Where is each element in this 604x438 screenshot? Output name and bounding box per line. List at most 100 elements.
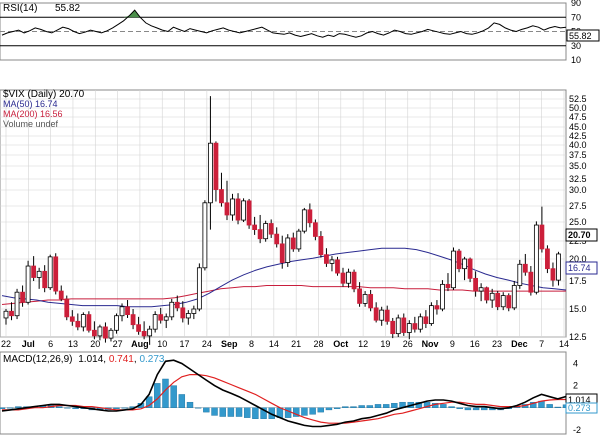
candle-body xyxy=(147,328,153,337)
rsi-title: RSI(14) xyxy=(3,3,37,14)
x-tick-label: 17 xyxy=(180,339,190,349)
candle-body xyxy=(478,287,484,292)
candle-body xyxy=(14,291,20,317)
macd-histogram-bar xyxy=(15,406,22,408)
price-x-ticks: 22 Jul 6 13 20 27 Aug 10 17 24 Sep 8 14 21 28 Oct 12 19 26… xyxy=(1,339,569,349)
macd-histogram-bar xyxy=(235,407,243,417)
candle-body xyxy=(64,298,70,318)
candle-body xyxy=(130,314,136,326)
candle-body xyxy=(86,314,92,331)
rsi-line xyxy=(1,9,567,38)
x-tick-label: 19 xyxy=(380,339,390,349)
candle-body xyxy=(180,307,186,319)
macd-histogram-bar xyxy=(121,407,128,409)
macd-histogram-bar xyxy=(301,407,308,416)
rsi-tick-label: 70 xyxy=(571,12,581,22)
x-tick-label: 22 xyxy=(1,339,11,349)
candle-body xyxy=(230,198,235,216)
macd-histogram-bar xyxy=(554,406,562,408)
price-tick-label: 52.5 xyxy=(569,94,587,104)
macd-histogram-bar xyxy=(464,407,472,411)
macd-histogram-bar xyxy=(350,406,357,408)
x-tick-label: Nov xyxy=(422,339,439,349)
candle-body xyxy=(368,294,374,309)
signal-line xyxy=(2,374,566,424)
x-tick-label: Dec xyxy=(511,339,528,349)
legend-volume: Volume undef xyxy=(3,119,59,129)
ma200-line xyxy=(1,285,566,305)
candle-body xyxy=(340,272,346,284)
x-tick-label: 21 xyxy=(291,339,301,349)
macd-histogram-bar xyxy=(325,407,333,411)
price-tick-label: 27.5 xyxy=(569,201,587,211)
candle-body xyxy=(495,292,501,308)
macd-histogram-bar xyxy=(546,404,553,408)
price-tick-label: 20.0 xyxy=(569,254,587,264)
candle-body xyxy=(285,237,291,263)
x-tick-label: 7 xyxy=(539,339,544,349)
ma50-marker-text: 16.74 xyxy=(568,263,591,273)
macd-title: MACD(12,26,9) 1.014, 0.741, 0.273 xyxy=(3,354,165,365)
candle-body xyxy=(257,229,263,240)
candle-body xyxy=(384,309,390,322)
rsi-marker-text: 55.82 xyxy=(569,31,592,41)
macd-histogram-bar xyxy=(178,394,186,408)
macd-histogram-bar xyxy=(211,407,218,416)
candle-body xyxy=(47,256,53,289)
candle-body xyxy=(318,236,324,256)
macd-histogram-bar xyxy=(317,407,324,413)
macd-histogram-bar xyxy=(440,404,447,408)
candle-body xyxy=(290,237,296,250)
macd-histogram-bar xyxy=(448,406,455,408)
candle-body xyxy=(174,301,180,309)
macd-histogram-bar xyxy=(203,407,210,413)
candle-body xyxy=(329,259,335,264)
price-panel: 52.550.047.545.042.540.037.535.0 32.530.0… xyxy=(0,89,598,349)
candle-body xyxy=(312,222,318,237)
price-tick-label: 40.0 xyxy=(569,140,587,150)
x-tick-label: 27 xyxy=(113,339,123,349)
candle-body xyxy=(191,308,197,314)
price-y-ticks: 52.550.047.545.042.540.037.535.0 32.530.0… xyxy=(569,94,587,342)
price-tick-label: 37.5 xyxy=(569,150,587,160)
macd-histogram-bar xyxy=(113,407,120,410)
candle-body xyxy=(274,233,280,245)
price-tick-label: 42.5 xyxy=(569,131,587,141)
x-tick-label: 14 xyxy=(269,339,279,349)
candle-body xyxy=(31,265,37,278)
candle-body xyxy=(434,305,440,310)
price-tick-label: 30.0 xyxy=(569,185,587,195)
candle-body xyxy=(91,329,97,337)
candle-body xyxy=(36,270,42,278)
candle-body xyxy=(3,310,9,319)
price-tick-label: 17.5 xyxy=(569,276,587,286)
price-tick-label: 25.0 xyxy=(569,217,587,227)
price-tick-label: 32.5 xyxy=(569,174,587,184)
rsi-tick-label: 10 xyxy=(571,55,581,65)
candle-body xyxy=(20,291,25,303)
x-tick-label: 23 xyxy=(492,339,502,349)
candle-body xyxy=(125,306,130,316)
x-tick-label: Sep xyxy=(221,339,238,349)
legend-ma200: MA(200) 16.56 xyxy=(3,109,63,119)
macd-histogram-bar xyxy=(481,407,488,411)
x-tick-label: 9 xyxy=(450,339,455,349)
rsi-current-marker: 55.82 xyxy=(566,29,600,42)
price-tick-label: 15.0 xyxy=(569,304,587,314)
x-tick-label: Jul xyxy=(22,339,35,349)
candle-body xyxy=(9,310,14,317)
rsi-value: 55.82 xyxy=(55,3,80,14)
macd-histogram-bar xyxy=(252,407,259,419)
candle-body xyxy=(42,270,48,289)
macd-histogram-bar xyxy=(382,404,390,408)
candle-body xyxy=(533,224,539,293)
price-tick-label: 47.5 xyxy=(569,112,587,122)
x-tick-label: 10 xyxy=(157,339,167,349)
candle-body xyxy=(324,254,329,264)
legend-symbol: $VIX (Daily) 20.70 xyxy=(3,89,85,100)
candle-body xyxy=(252,224,258,230)
candle-body xyxy=(80,314,86,328)
macd-histogram-bar xyxy=(358,405,365,408)
macd-panel: MACD(12,26,9) 1.014, 0.741, 0.273 420-2 … xyxy=(0,351,598,435)
macd-histogram-bar xyxy=(186,401,194,408)
